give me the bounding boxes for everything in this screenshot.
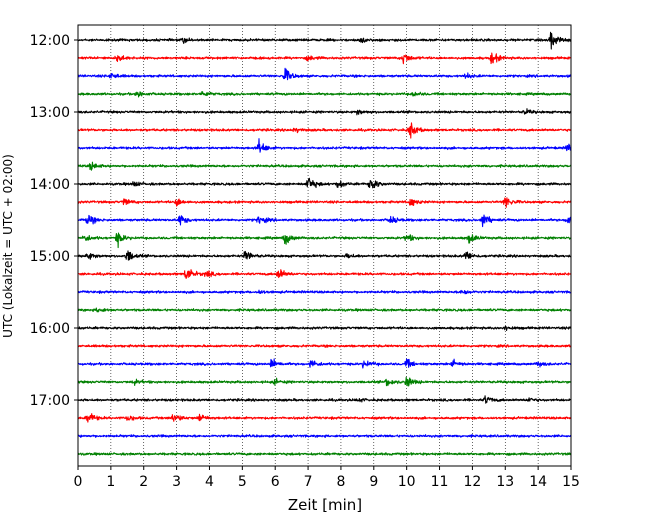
trace-1430 <box>77 214 572 228</box>
y-axis-label: UTC (Lokalzeit = UTC + 02:00) <box>1 154 15 338</box>
trace-1630 <box>77 358 572 369</box>
trace-1645 <box>77 376 572 387</box>
x-tick-label: 12 <box>463 474 481 490</box>
trace-1330 <box>77 138 572 153</box>
x-tick-label: 15 <box>562 474 580 490</box>
y-tick-label: 14:00 <box>30 177 70 193</box>
x-tick-label: 9 <box>369 474 378 490</box>
trace-1415 <box>77 197 572 208</box>
trace-1600 <box>77 325 572 332</box>
x-tick-label: 7 <box>304 474 313 490</box>
plot-frame <box>77 24 572 467</box>
x-tick-label: 3 <box>172 474 181 490</box>
trace-1230 <box>77 67 572 81</box>
y-axis-ticks: 12:00 13:00 14:00 15:00 16:00 17:00 <box>30 33 78 409</box>
y-tick-label: 17:00 <box>30 393 70 409</box>
trace-1700 <box>77 395 572 404</box>
trace-1730 <box>77 433 572 439</box>
trace-1315 <box>77 122 572 139</box>
trace-1715 <box>77 413 572 423</box>
x-tick-label: 8 <box>336 474 345 490</box>
trace-1200 <box>77 31 572 50</box>
trace-1445 <box>77 232 572 249</box>
trace-1545 <box>77 307 572 313</box>
trace-1300 <box>77 108 572 116</box>
y-tick-label: 13:00 <box>30 105 70 121</box>
trace-1400 <box>77 177 572 189</box>
trace-1215 <box>77 52 572 65</box>
x-tick-label: 1 <box>106 474 115 490</box>
y-tick-label: 12:00 <box>30 33 70 49</box>
x-tick-label: 11 <box>431 474 449 490</box>
x-tick-label: 0 <box>74 474 83 490</box>
trace-1515 <box>77 269 572 279</box>
trace-1500 <box>77 250 572 261</box>
trace-1345 <box>77 161 572 171</box>
trace-1245 <box>77 91 572 98</box>
x-tick-label: 4 <box>205 474 214 490</box>
x-axis-ticks: 0 1 2 3 4 5 6 7 8 9 10 11 12 13 14 15 <box>74 466 580 490</box>
x-tick-label: 10 <box>398 474 416 490</box>
trace-1745 <box>77 452 572 456</box>
y-tick-label: 15:00 <box>30 249 70 265</box>
x-tick-label: 14 <box>529 474 547 490</box>
seismic-traces <box>77 31 572 456</box>
trace-1530 <box>77 289 572 295</box>
trace-1615 <box>77 344 572 348</box>
axes <box>77 24 572 467</box>
x-tick-label: 2 <box>139 474 148 490</box>
x-tick-label: 6 <box>271 474 280 490</box>
x-tick-label: 13 <box>496 474 514 490</box>
x-tick-label: 5 <box>238 474 247 490</box>
x-axis-label: Zeit [min] <box>288 496 362 514</box>
y-tick-label: 16:00 <box>30 321 70 337</box>
